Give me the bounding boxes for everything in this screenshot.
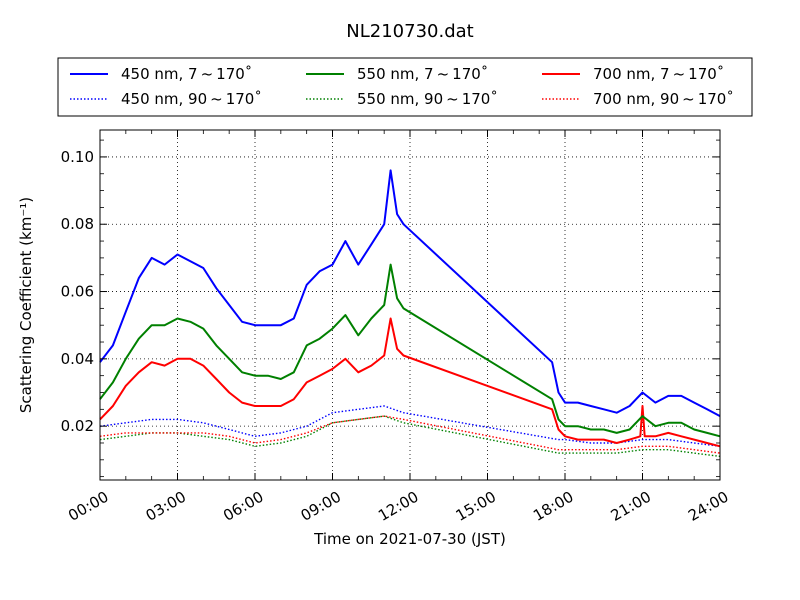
y-tick-label: 0.06 [61,283,94,301]
y-tick-label: 0.04 [61,350,94,368]
x-axis-ticks: 00:00 03:00 06:00 09:00 12:00 15:00 18:00 21:00… [65,130,732,525]
legend-frame [57,57,753,117]
legend-label: 700 nm, 90 ~ 170˚ [593,90,734,108]
y-axis-label: Scattering Coefficient (km⁻¹) [17,197,35,413]
y-axis-ticks: 0.02 0.04 0.06 0.08 0.10 [61,148,720,435]
series-line [99,169,721,417]
y-tick-label: 0.02 [61,417,94,435]
series-line [99,415,721,454]
x-tick-label: 15:00 [453,488,499,525]
minor-ticks [100,130,720,480]
legend-label: 450 nm, 90 ~ 170˚ [121,90,262,108]
legend-label: 700 nm, 7 ~ 170˚ [593,65,724,83]
y-tick-label: 0.10 [61,148,94,166]
legend-label: 550 nm, 7 ~ 170˚ [357,65,488,83]
y-tick-label: 0.08 [61,215,94,233]
x-tick-label: 21:00 [608,488,654,525]
legend: 450 nm, 7 ~ 170˚ 450 nm, 90 ~ 170˚ 550 nm,… [57,57,753,117]
x-tick-label: 09:00 [298,488,344,525]
x-tick-label: 18:00 [530,488,576,525]
x-axis-label: Time on 2021-07-30 (JST) [313,530,506,548]
chart-title: NL210730.dat [346,21,473,42]
x-tick-label: 03:00 [143,488,189,525]
series-layer [99,169,721,458]
x-tick-label: 06:00 [220,488,266,525]
legend-label: 450 nm, 7 ~ 170˚ [121,65,252,83]
legend-label: 550 nm, 90 ~ 170˚ [357,90,498,108]
series-line [99,263,721,438]
x-tick-label: 00:00 [65,488,111,525]
x-tick-label: 24:00 [685,488,731,525]
grid [100,130,720,480]
series-line [99,317,721,448]
x-tick-label: 12:00 [375,488,421,525]
